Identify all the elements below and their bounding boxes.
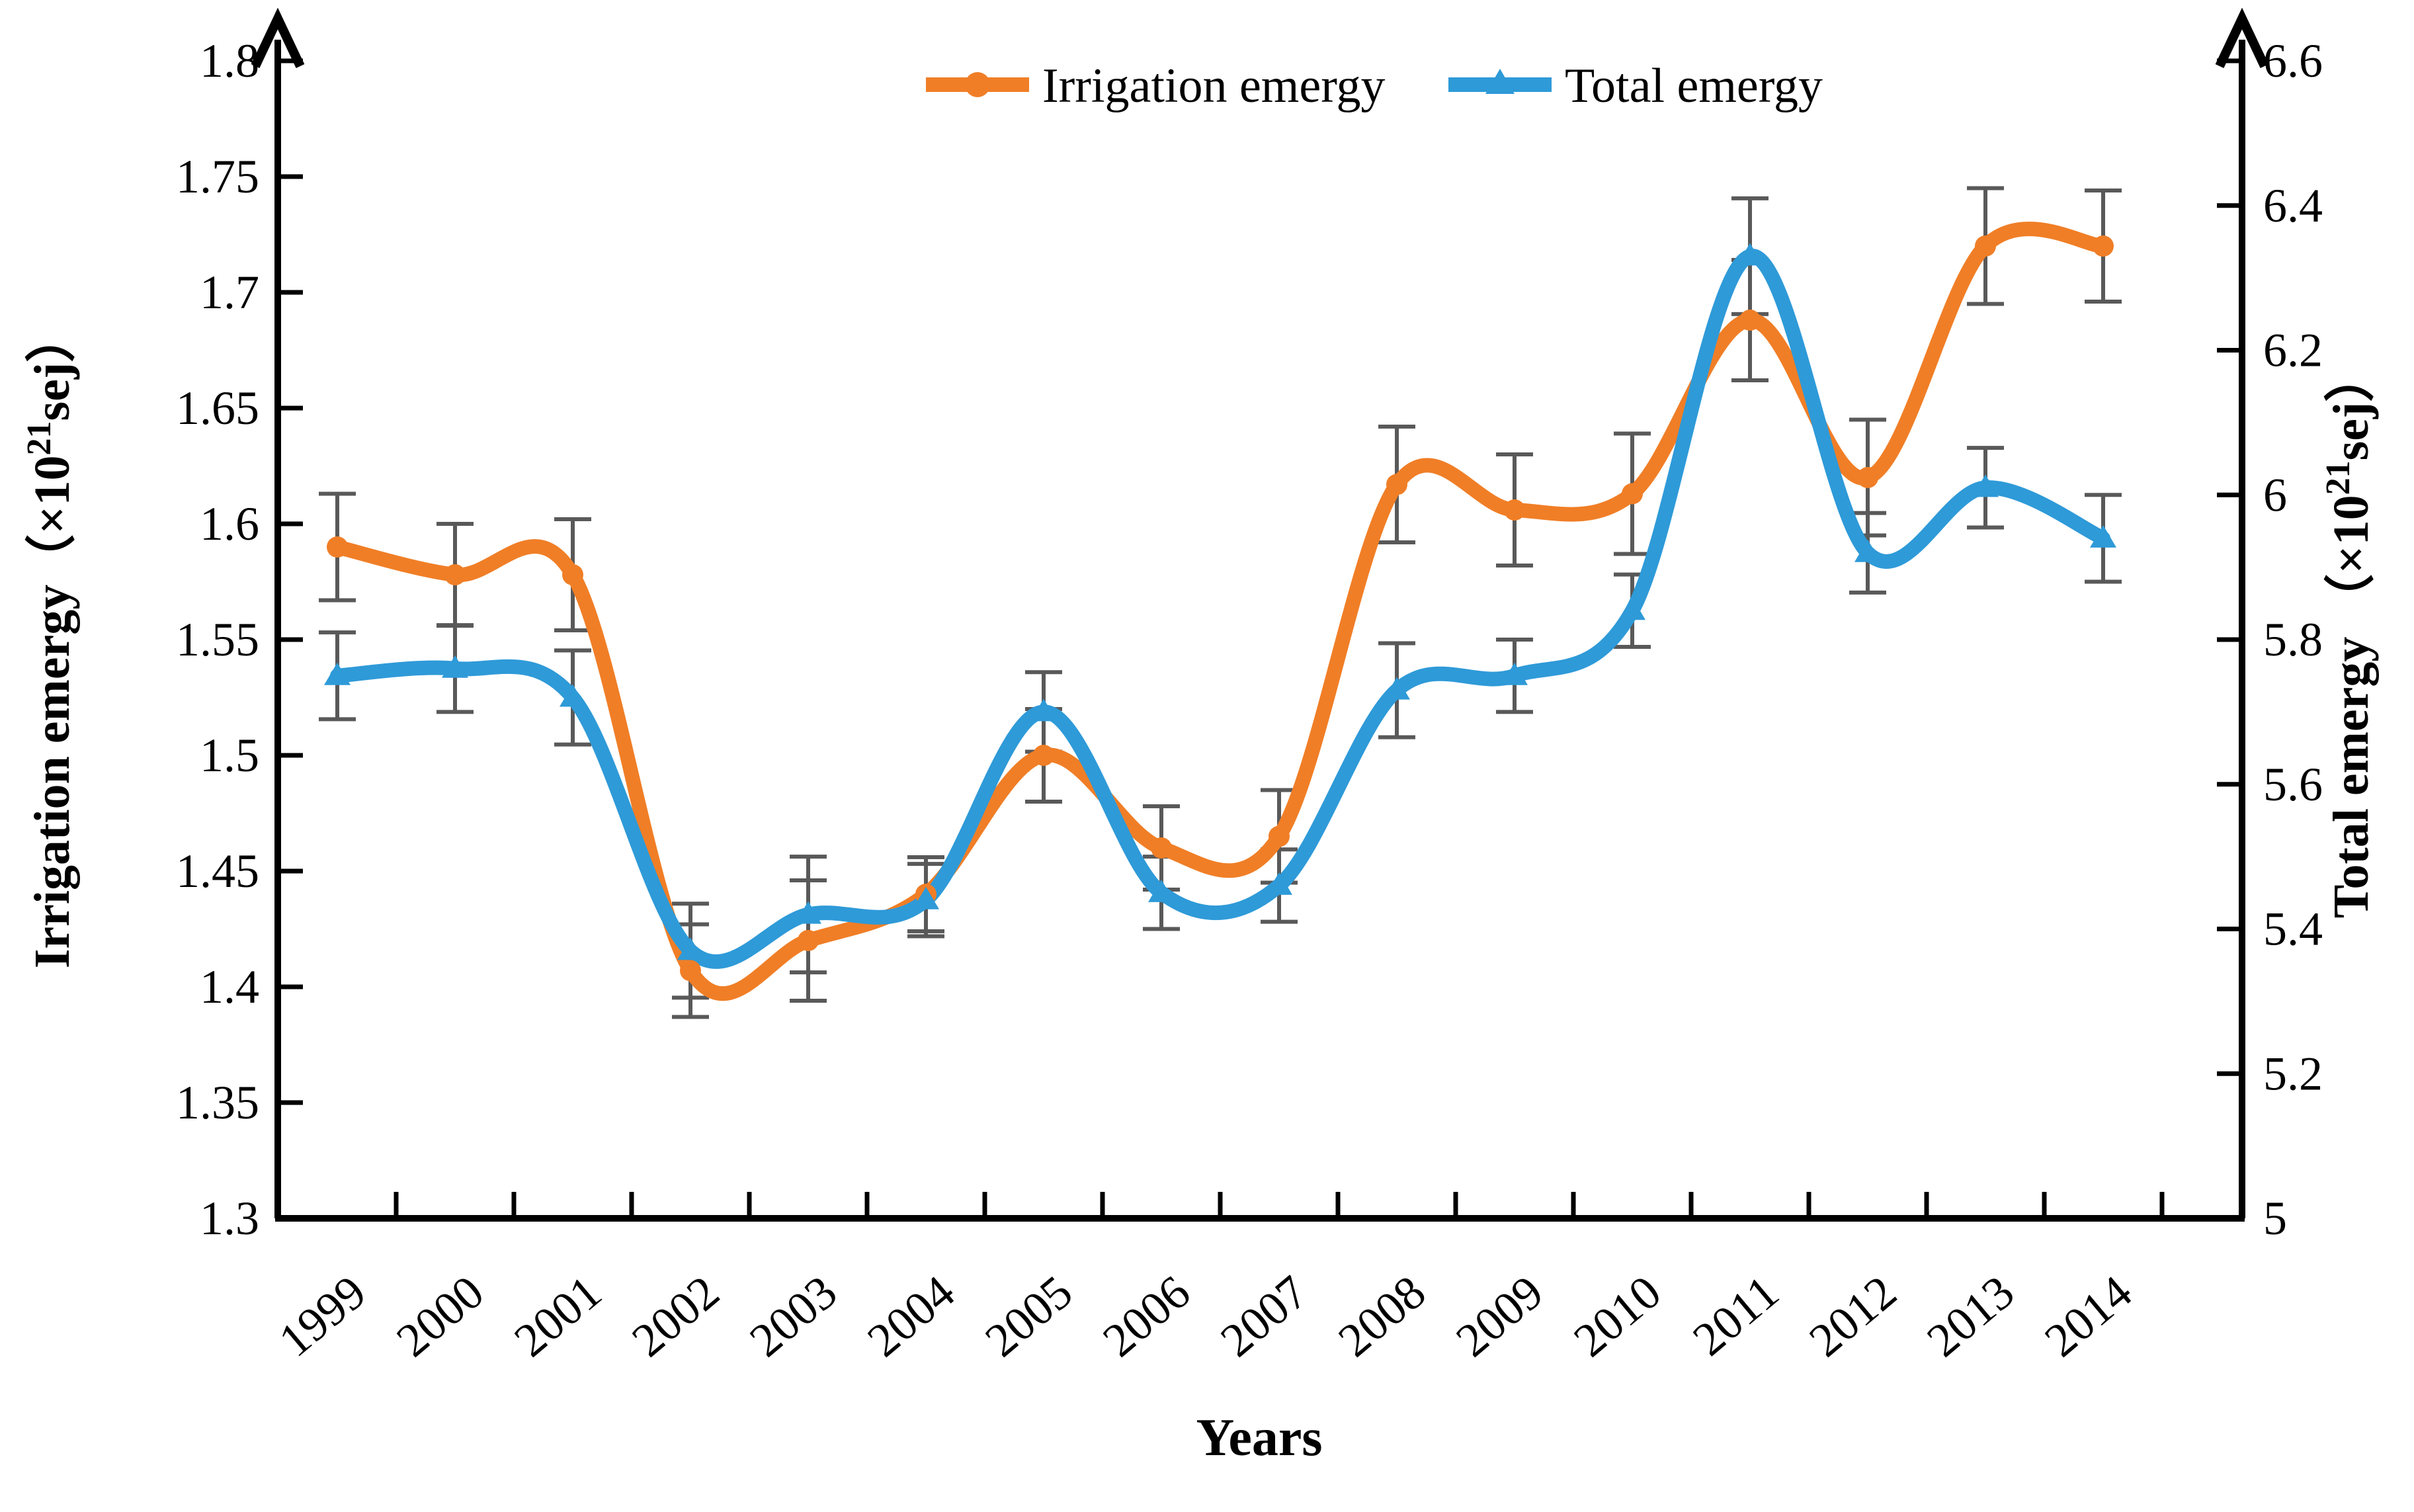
- data-point-triangle: [560, 684, 586, 707]
- year-label: 2008: [1329, 1265, 1436, 1367]
- year-label: 2000: [387, 1265, 494, 1367]
- legend-marker-circle-icon: [965, 72, 990, 97]
- year-label: 1999: [269, 1265, 376, 1367]
- x-axis-title: Years: [1196, 1409, 1322, 1467]
- data-point-triangle: [2090, 525, 2116, 548]
- legend: Irrigation emergy Total emergy: [926, 59, 1823, 113]
- series-line-irrigation: [330, 222, 2110, 1001]
- year-label: 2013: [1917, 1265, 2024, 1367]
- left-tick-label: 1.3: [200, 1192, 259, 1245]
- data-point-circle: [562, 564, 583, 585]
- left-tick-label: 1.7: [200, 266, 259, 319]
- right-tick-label: 6: [2263, 468, 2287, 521]
- data-point-circle: [1975, 235, 1996, 257]
- year-labels-layer: 1999 2000 2001 2002 2003 2004 2005 2006 2007 2008…: [269, 1265, 2142, 1367]
- year-label: 2014: [2035, 1265, 2142, 1367]
- right-tick-label: 6.2: [2263, 324, 2323, 377]
- data-point-triangle: [1972, 474, 1999, 497]
- year-label: 2010: [1564, 1265, 1671, 1367]
- right-tick-label: 5.8: [2263, 613, 2323, 666]
- data-point-triangle: [324, 662, 351, 685]
- series-markers-layer: [324, 235, 2116, 982]
- year-label: 2005: [976, 1265, 1083, 1367]
- series-lines-layer: [330, 222, 2110, 1001]
- right-tick-label: 5.6: [2263, 758, 2323, 811]
- left-tick-label: 1.65: [176, 382, 259, 435]
- year-label: 2003: [740, 1265, 847, 1367]
- year-label: 2004: [858, 1265, 965, 1367]
- left-tick-label: 1.8: [200, 34, 259, 87]
- data-point-triangle: [1619, 597, 1645, 620]
- year-label: 2002: [622, 1265, 729, 1367]
- axes-layer: [251, 7, 2269, 1222]
- right-tick-label: 6.6: [2263, 34, 2323, 87]
- left-tick-label: 1.35: [176, 1076, 259, 1129]
- data-point-circle: [1504, 499, 1525, 521]
- legend-marker-triangle-icon: [1485, 69, 1515, 94]
- data-point-triangle: [1030, 698, 1057, 722]
- left-axis-arrow-icon: [251, 7, 305, 68]
- data-point-circle: [1269, 825, 1290, 847]
- left-tick-label: 1.75: [176, 150, 259, 203]
- data-point-circle: [327, 536, 348, 558]
- data-point-triangle: [442, 655, 468, 678]
- right-axis-title: Total emergy （×1021sej）: [2319, 352, 2379, 919]
- right-tick-label: 6.4: [2263, 179, 2323, 232]
- legend-item-total: Total emergy: [1448, 59, 1823, 113]
- left-tick-label: 1.5: [200, 729, 259, 782]
- data-point-circle: [1151, 837, 1172, 859]
- left-tick-label: 1.4: [200, 960, 259, 1013]
- year-label: 2009: [1446, 1265, 1554, 1367]
- legend-item-irrigation: Irrigation emergy: [926, 59, 1386, 113]
- data-point-triangle: [1737, 243, 1763, 266]
- tick-labels-layer: 1.8 1.75 1.7 1.65 1.6 1.55 1.5 1.45 1.4 1.35 1.3 6.…: [176, 34, 2323, 1245]
- data-point-circle: [444, 564, 466, 585]
- right-tick-label: 5: [2263, 1192, 2287, 1245]
- data-point-circle: [2093, 235, 2114, 257]
- right-axis-arrow-icon: [2215, 7, 2269, 68]
- year-label: 2007: [1211, 1265, 1318, 1367]
- right-tick-label: 5.4: [2263, 903, 2323, 956]
- series-line-total: [330, 249, 2110, 969]
- left-tick-label: 1.6: [200, 497, 259, 550]
- data-point-circle: [798, 930, 819, 951]
- legend-label-total: Total emergy: [1565, 59, 1823, 113]
- year-label: 2006: [1093, 1265, 1200, 1367]
- year-label: 2001: [505, 1265, 612, 1367]
- tick-marks-layer: [278, 58, 2242, 1221]
- data-point-triangle: [1384, 677, 1410, 700]
- year-label: 2012: [1800, 1265, 1907, 1367]
- data-point-triangle: [1854, 539, 1881, 562]
- data-point-circle: [1739, 310, 1761, 331]
- data-point-triangle: [677, 937, 704, 960]
- left-tick-label: 1.55: [176, 613, 259, 666]
- data-point-circle: [1033, 745, 1054, 766]
- data-point-circle: [1386, 474, 1407, 495]
- data-point-triangle: [795, 901, 821, 924]
- year-label: 2011: [1683, 1265, 1789, 1366]
- data-point-triangle: [913, 886, 939, 909]
- data-point-triangle: [1501, 662, 1528, 685]
- left-axis-title: Irrigation emergy（×1021sej）: [21, 312, 80, 968]
- data-point-triangle: [1148, 879, 1175, 902]
- data-point-circle: [1857, 467, 1878, 488]
- legend-label-irrigation: Irrigation emergy: [1042, 59, 1386, 113]
- data-point-circle: [1622, 483, 1643, 505]
- data-point-triangle: [1266, 872, 1292, 895]
- data-point-circle: [680, 960, 701, 982]
- left-tick-label: 1.45: [176, 845, 259, 898]
- right-tick-label: 5.2: [2263, 1047, 2323, 1100]
